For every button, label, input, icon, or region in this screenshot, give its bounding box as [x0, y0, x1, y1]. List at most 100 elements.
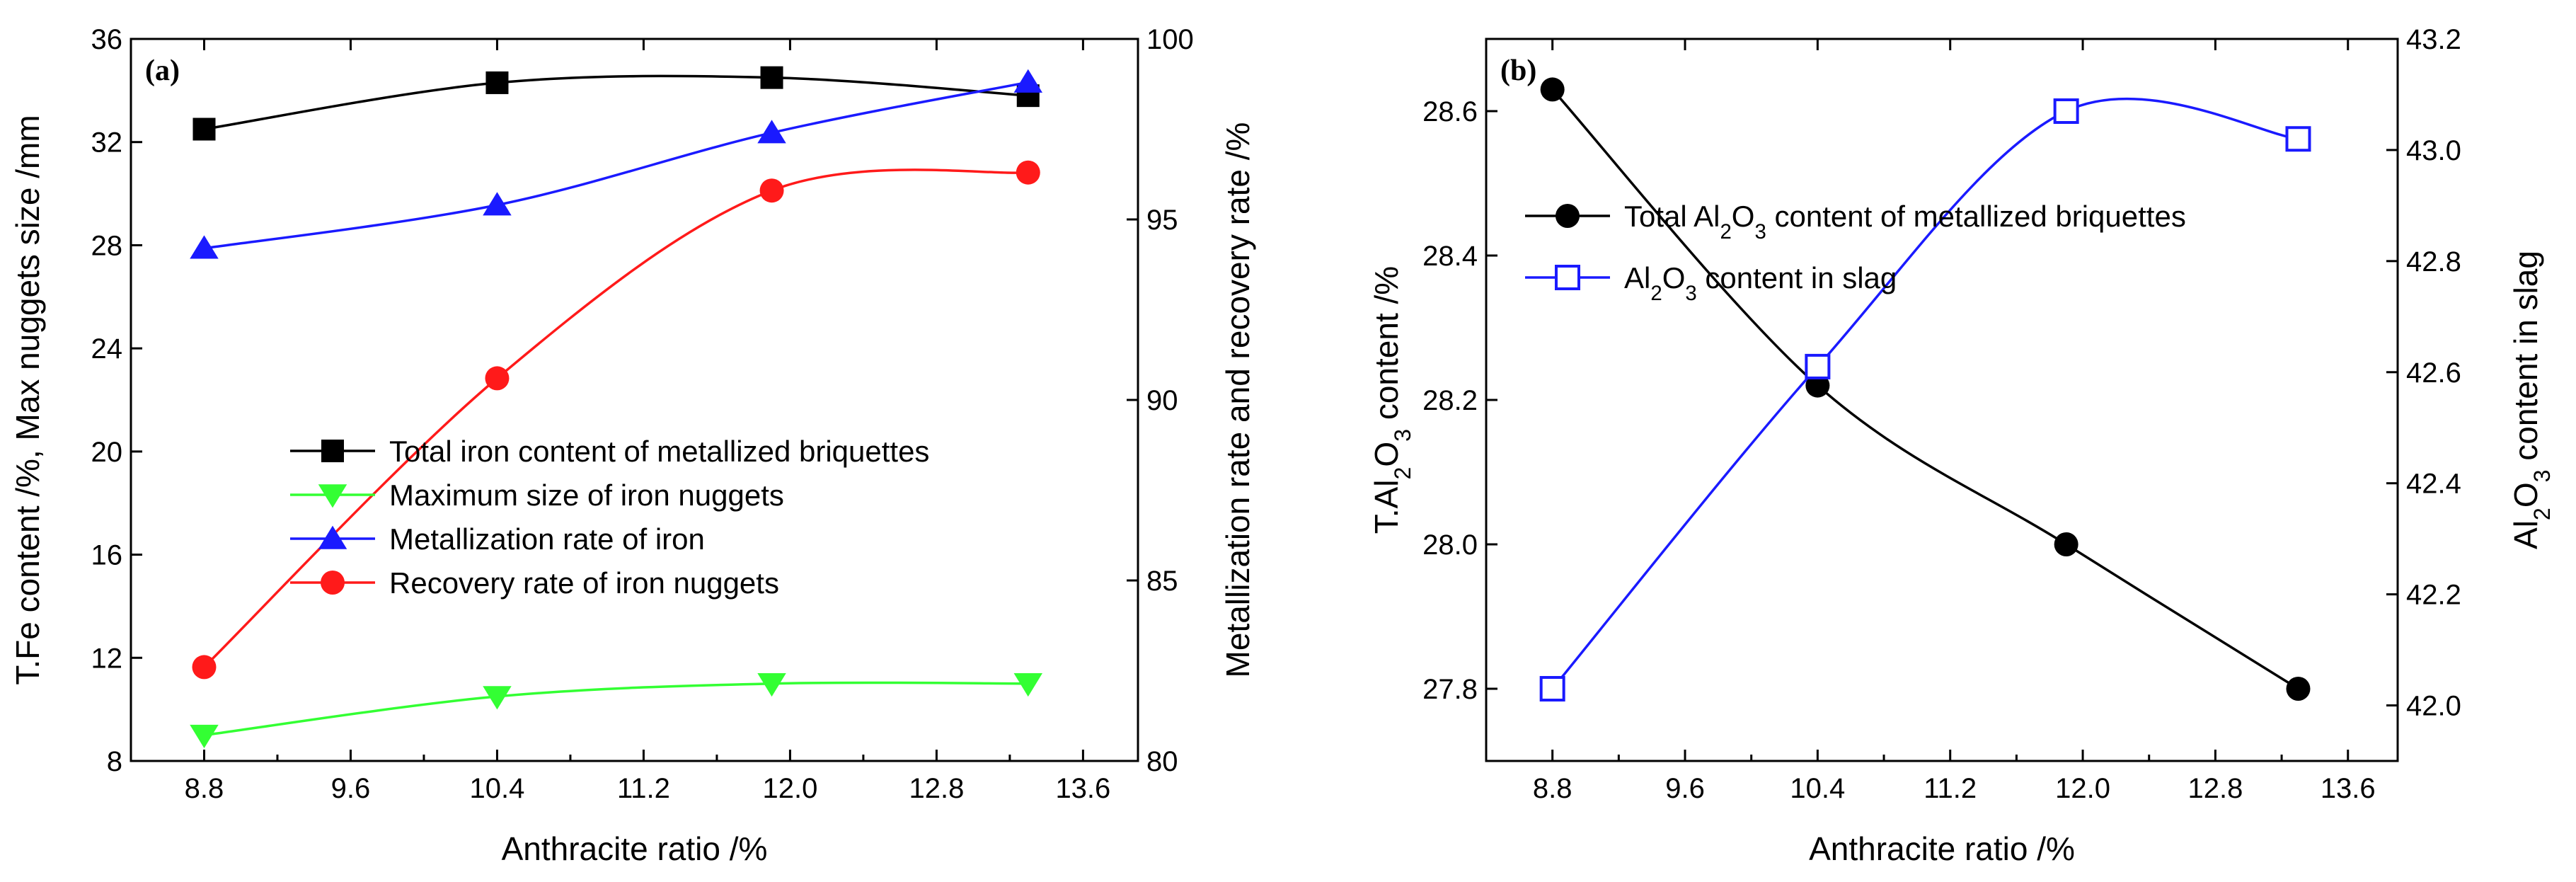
x-tick-label: 11.2	[617, 773, 670, 804]
series-0	[192, 66, 1040, 141]
series-1	[1539, 97, 2311, 701]
series-1	[190, 672, 1043, 748]
y-left-tick-label: 36	[91, 24, 123, 55]
data-point	[1805, 353, 1831, 379]
series-2	[190, 69, 1043, 259]
data-point	[2054, 532, 2078, 556]
panel-label: (a)	[145, 55, 180, 87]
y-right-axis-label: Metallization rate and recovery rate /%	[1219, 122, 1256, 678]
data-point	[1016, 160, 1040, 185]
series-line	[1551, 88, 2299, 690]
x-axis-label: Anthracite ratio /%	[1809, 830, 2075, 867]
legend: Total Al2O3 content of metallized brique…	[1525, 200, 2186, 305]
data-point	[190, 724, 219, 748]
y-left-tick-label: 24	[91, 333, 123, 365]
y-left-tick-label: 8	[107, 746, 122, 777]
plot-frame	[130, 38, 1139, 762]
x-tick-label: 10.4	[1790, 773, 1845, 804]
x-tick-label: 12.0	[762, 773, 817, 804]
data-point	[190, 235, 219, 259]
legend-marker	[321, 440, 344, 462]
y-right-tick-label: 100	[1146, 24, 1194, 55]
y-left-tick-label: 16	[91, 540, 123, 571]
y-left-tick-label: 28.6	[1422, 96, 1478, 127]
series-line	[203, 168, 1028, 668]
data-point	[760, 66, 783, 89]
y-left-axis-label: T.Al2O3 content /%	[1368, 266, 1415, 534]
data-point	[2285, 126, 2311, 152]
x-tick-label: 12.0	[2055, 773, 2110, 804]
data-point	[1540, 77, 1565, 102]
legend-label: Al2O3 content in slag	[1624, 261, 1897, 305]
data-point	[1013, 69, 1043, 93]
x-tick-label: 10.4	[470, 773, 525, 804]
plot-frame	[1485, 38, 2399, 762]
data-point	[192, 118, 216, 141]
data-point	[2286, 677, 2311, 701]
legend: Total iron content of metallized briquet…	[290, 435, 929, 600]
panel-label: (b)	[1500, 55, 1536, 87]
data-point	[759, 178, 784, 203]
y-right-tick-label: 42.2	[2406, 580, 2461, 611]
y-left-tick-label: 27.8	[1422, 674, 1478, 705]
x-tick-label: 9.6	[331, 773, 371, 804]
legend-marker	[318, 525, 347, 549]
data-point	[483, 686, 512, 710]
legend-label: Total iron content of metallized briquet…	[389, 435, 929, 468]
x-axis-label: Anthracite ratio /%	[502, 830, 768, 867]
y-right-tick-label: 42.8	[2406, 246, 2461, 277]
legend-marker	[321, 571, 345, 595]
y-right-tick-label: 43.0	[2406, 135, 2461, 166]
legend-label: Metallization rate of iron	[389, 522, 705, 556]
legend-marker	[1555, 265, 1580, 290]
y-right-tick-label: 90	[1146, 385, 1178, 416]
data-point	[1539, 676, 1565, 701]
y-left-tick-label: 12	[91, 643, 123, 674]
series-3	[192, 160, 1040, 680]
x-tick-label: 13.6	[2321, 773, 2376, 804]
legend-label: Maximum size of iron nuggets	[389, 479, 784, 512]
series-0	[1540, 77, 2311, 701]
y-right-tick-label: 42.6	[2406, 357, 2461, 389]
data-point	[485, 71, 509, 94]
data-point	[1805, 373, 1830, 398]
series-line	[204, 81, 1029, 250]
x-tick-label: 9.6	[1665, 773, 1705, 804]
data-point	[757, 120, 786, 144]
y-right-tick-label: 43.2	[2406, 24, 2461, 55]
legend-marker	[318, 484, 347, 508]
y-left-tick-label: 32	[91, 127, 123, 159]
y-left-tick-label: 20	[91, 437, 123, 468]
data-point	[757, 672, 786, 697]
x-tick-label: 8.8	[1533, 773, 1572, 804]
legend-label: Recovery rate of iron nuggets	[389, 566, 779, 600]
y-left-tick-label: 28.2	[1422, 385, 1478, 416]
data-point	[483, 192, 512, 216]
x-tick-label: 12.8	[2187, 773, 2243, 804]
x-tick-label: 11.2	[1924, 773, 1977, 804]
chart-panel-a: 8.8 9.6 10.4 11.2 12.0 12.8 13.6 8 12 16 20 24 28 32 3…	[9, 24, 1256, 867]
y-right-tick-label: 80	[1146, 746, 1178, 777]
x-tick-label: 8.8	[185, 773, 224, 804]
x-tick-label: 12.8	[909, 773, 964, 804]
series-line	[1551, 97, 2299, 690]
data-point	[485, 366, 510, 391]
y-right-tick-label: 85	[1146, 566, 1178, 597]
series-line	[204, 74, 1028, 131]
y-left-tick-label: 28	[91, 230, 123, 261]
y-right-tick-label: 42.4	[2406, 469, 2461, 500]
legend-label: Total Al2O3 content of metallized brique…	[1624, 200, 2186, 244]
y-left-tick-label: 28.0	[1422, 529, 1478, 561]
series-line	[204, 681, 1028, 737]
data-point	[2053, 98, 2079, 124]
y-left-tick-label: 28.4	[1422, 241, 1478, 272]
chart-panel-b: 8.8 9.6 10.4 11.2 12.0 12.8 13.6 27.8 28.0 28.2 28…	[1368, 24, 2555, 867]
y-right-axis-label: Al2O3 content in slag	[2507, 251, 2555, 549]
y-left-axis-label: T.Fe content /%, Max nuggets size /mm	[9, 115, 46, 685]
y-right-tick-label: 95	[1146, 205, 1178, 236]
data-point	[1013, 672, 1043, 697]
legend-marker	[1556, 204, 1580, 228]
x-tick-label: 13.6	[1055, 773, 1110, 804]
